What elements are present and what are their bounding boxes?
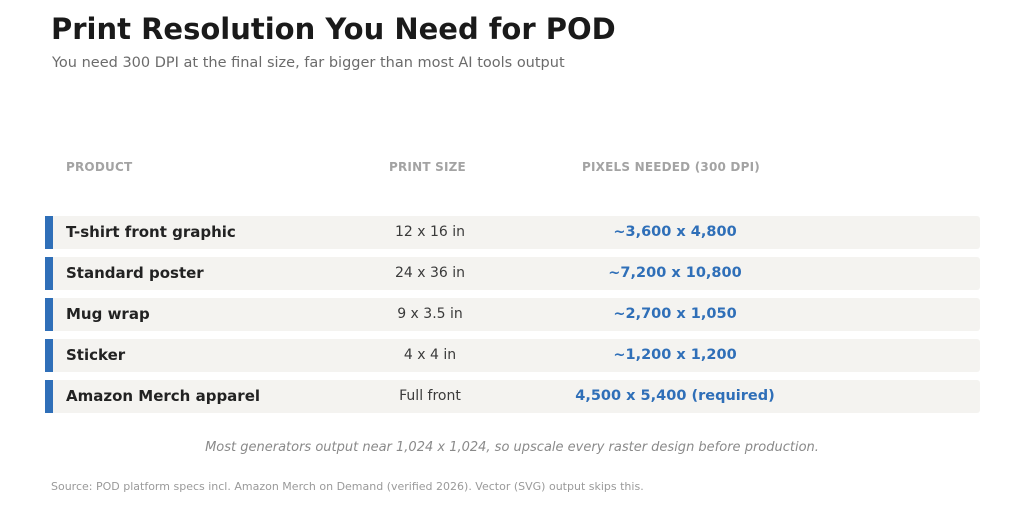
print-size-cell: Full front [399, 388, 461, 404]
print-size-cell: 9 x 3.5 in [397, 306, 463, 322]
table-row: Standard poster 24 x 36 in ~7,200 x 10,8… [45, 257, 980, 290]
page-title: Print Resolution You Need for POD [51, 12, 616, 46]
product-cell: Standard poster [66, 264, 204, 282]
table-row: Sticker 4 x 4 in ~1,200 x 1,200 [45, 339, 980, 372]
pixels-needed-cell: ~3,600 x 4,800 [613, 224, 737, 240]
row-accent-bar [45, 380, 53, 413]
table-row: Amazon Merch apparel Full front 4,500 x … [45, 380, 980, 413]
product-cell: T-shirt front graphic [66, 223, 236, 241]
row-accent-bar [45, 216, 53, 249]
column-header-pixels-needed: PIXELS NEEDED (300 DPI) [582, 160, 760, 174]
print-size-cell: 12 x 16 in [394, 224, 466, 240]
row-accent-bar [45, 298, 53, 331]
product-cell: Mug wrap [66, 305, 150, 323]
row-accent-bar [45, 339, 53, 372]
table-row: T-shirt front graphic 12 x 16 in ~3,600 … [45, 216, 980, 249]
row-accent-bar [45, 257, 53, 290]
print-size-cell: 24 x 36 in [394, 265, 466, 281]
column-header-product: PRODUCT [66, 160, 133, 174]
footnote: Most generators output near 1,024 x 1,02… [205, 440, 819, 455]
pixels-needed-cell: ~2,700 x 1,050 [613, 306, 737, 322]
pixels-needed-cell: ~7,200 x 10,800 [608, 265, 742, 281]
page-subtitle: You need 300 DPI at the final size, far … [52, 55, 565, 71]
pixels-needed-cell: ~1,200 x 1,200 [613, 347, 737, 363]
table-row: Mug wrap 9 x 3.5 in ~2,700 x 1,050 [45, 298, 980, 331]
column-header-print-size: PRINT SIZE [389, 160, 466, 174]
product-cell: Sticker [66, 346, 126, 364]
print-size-cell: 4 x 4 in [403, 347, 457, 363]
pixels-needed-cell: 4,500 x 5,400 (required) [575, 388, 775, 404]
product-cell: Amazon Merch apparel [66, 387, 261, 405]
resolution-table: T-shirt front graphic 12 x 16 in ~3,600 … [45, 216, 980, 421]
source-caption: Source: POD platform specs incl. Amazon … [51, 480, 644, 493]
